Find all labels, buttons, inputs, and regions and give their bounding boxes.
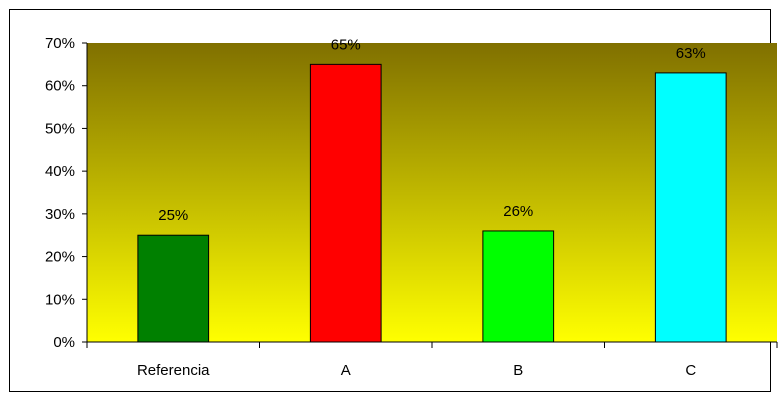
x-tick-label: C [685,362,696,379]
y-tick-label: 50% [45,120,75,137]
y-tick-label: 10% [45,291,75,308]
x-tick-label: Referencia [137,362,210,379]
data-label: 63% [676,45,706,62]
data-label: 25% [158,207,188,224]
y-tick-label: 40% [45,163,75,180]
bar [137,234,210,343]
bar [309,63,382,343]
bar [654,72,727,343]
data-label: 65% [331,36,361,53]
data-label: 26% [503,203,533,220]
bar [482,230,555,343]
y-tick-label: 70% [45,35,75,52]
y-tick-label: 30% [45,206,75,223]
x-tick-label: B [513,362,523,379]
y-tick-label: 20% [45,249,75,266]
x-tick-label: A [341,362,351,379]
y-tick-label: 0% [53,334,75,351]
y-tick-label: 60% [45,78,75,95]
